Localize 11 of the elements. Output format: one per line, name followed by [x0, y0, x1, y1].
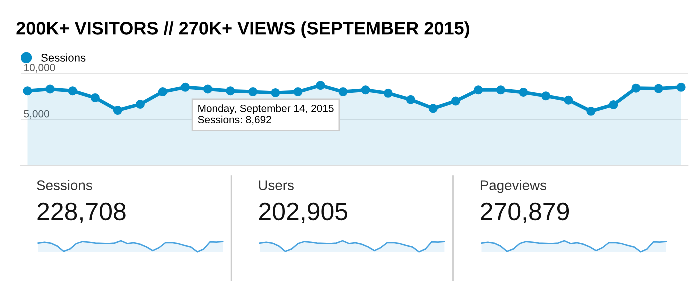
text: 202,905	[259, 202, 348, 224]
y-tick-label: 10,000	[24, 64, 56, 73]
text: Users	[259, 180, 294, 190]
text: 270,879	[481, 202, 570, 224]
text: Sessions	[37, 180, 92, 190]
legend-label: Sessions	[42, 54, 86, 62]
text: Pageviews	[480, 180, 547, 194]
chart-title: 200K+ VISITORS // 270K+ VIEWS (SEPTEMBER 2015)	[16, 22, 470, 38]
y-tick-label: 5,000	[24, 110, 50, 119]
text: 228,708	[38, 202, 126, 224]
annotation: Monday, September 14, 2015 Sessions: 8,692	[198, 104, 334, 125]
